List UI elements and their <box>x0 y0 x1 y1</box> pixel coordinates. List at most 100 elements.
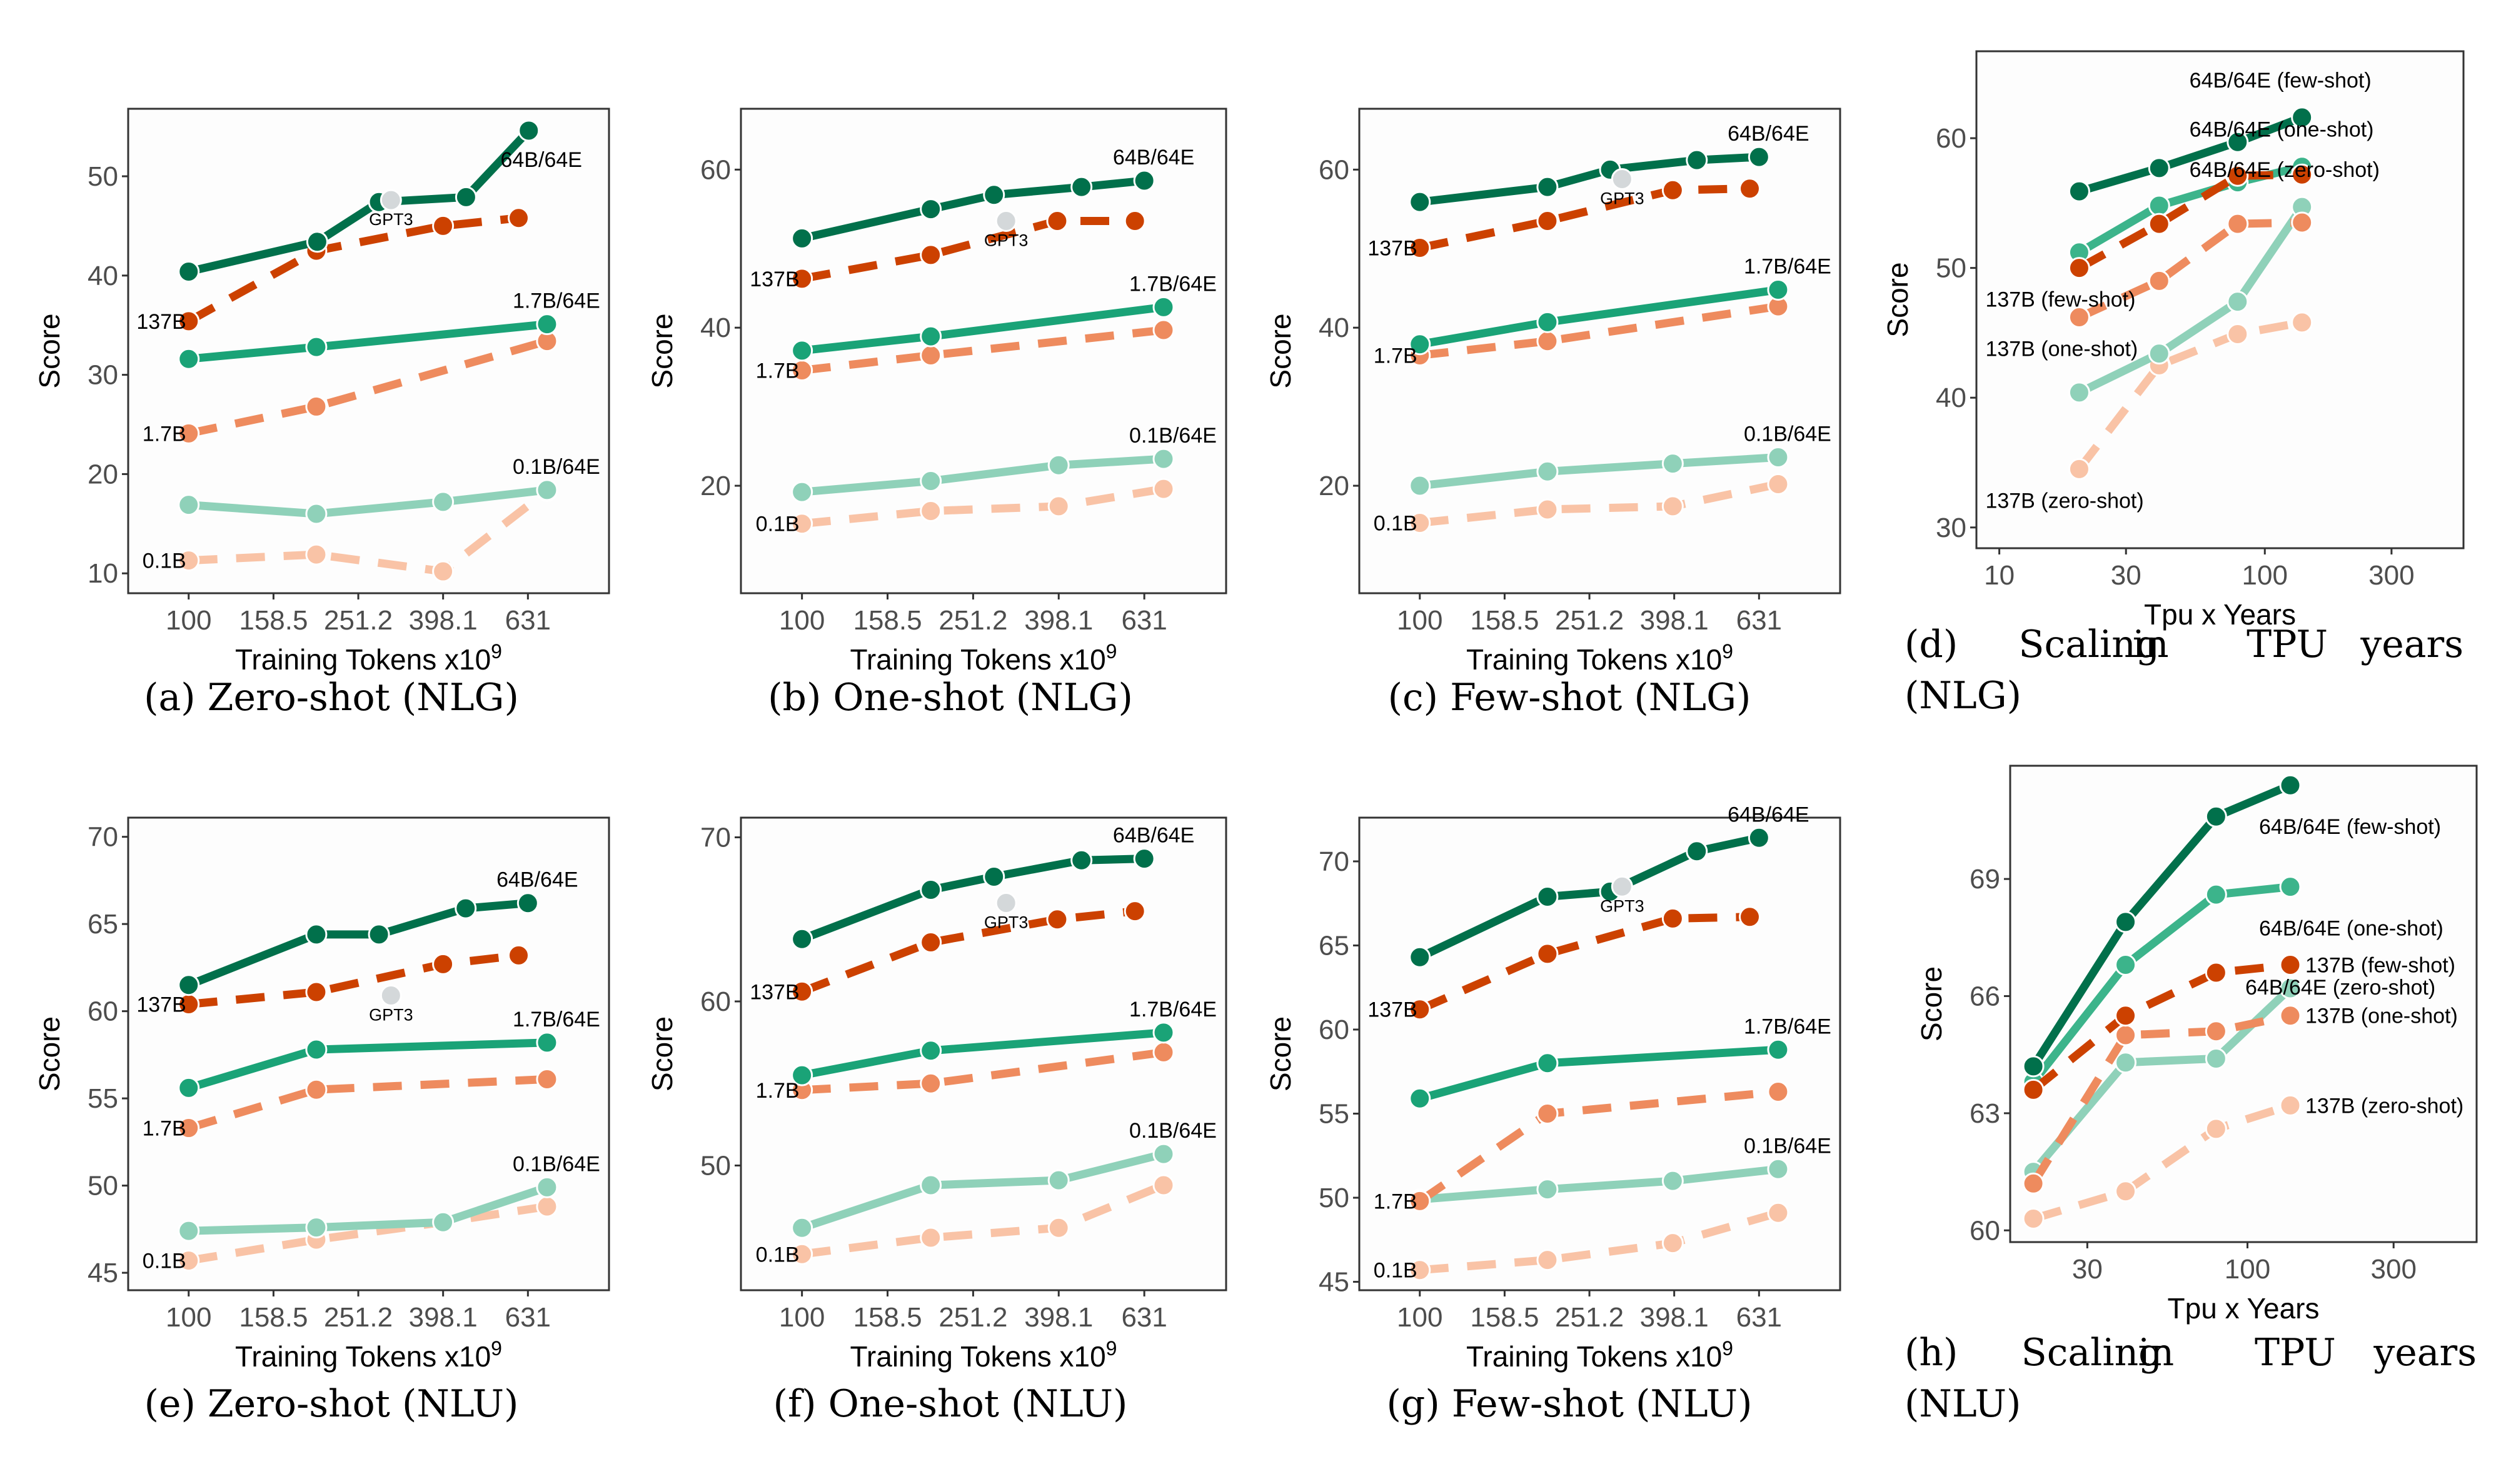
data-point <box>536 1176 558 1198</box>
x-tick-label: 398.1 <box>1640 605 1709 636</box>
x-tick-label: 300 <box>2371 1254 2417 1285</box>
y-tick-label: 55 <box>1319 1099 1349 1130</box>
y-tick-label: 60 <box>88 996 118 1027</box>
data-point <box>1686 840 1708 863</box>
series-label: 0.1B <box>756 1243 800 1266</box>
data-point <box>1409 511 1431 534</box>
x-tick-label: 631 <box>505 1302 551 1333</box>
data-point <box>1738 906 1761 928</box>
caption: (e) Zero-shot (NLU) <box>144 1382 519 1426</box>
data-point <box>368 923 390 946</box>
data-point <box>1409 946 1431 968</box>
series-line-137b <box>801 217 1135 283</box>
data-point <box>306 231 328 253</box>
x-axis-label-exponent: 9 <box>1722 640 1733 663</box>
data-point <box>920 244 942 266</box>
data-point <box>1536 1052 1559 1075</box>
series-line-0-1b-64e <box>1419 453 1779 490</box>
data-point <box>920 931 942 953</box>
data-point <box>2205 805 2227 828</box>
x-tick-label: 158.5 <box>239 1302 308 1333</box>
series-label: 64B/64E <box>1113 824 1194 848</box>
y-tick-label: 60 <box>700 986 731 1017</box>
gpt3-point <box>1611 875 1633 898</box>
data-point <box>2291 106 2313 129</box>
series-label: 64B/64E (few-shot) <box>2259 815 2441 839</box>
series-label: 64B/64E (one-shot) <box>2259 917 2443 941</box>
series-line-64b-64e-few-shot- <box>2030 781 2292 1069</box>
data-point <box>2279 1094 2302 1116</box>
data-point <box>432 1211 455 1233</box>
data-point <box>920 1226 942 1249</box>
data-point <box>2148 269 2170 292</box>
series-line-137b <box>186 214 520 325</box>
series-line-137b-zero-shot- <box>2032 1101 2292 1223</box>
y-tick-label: 66 <box>1970 981 2000 1012</box>
series-label: 0.1B <box>143 1250 186 1273</box>
data-point <box>2148 194 2170 217</box>
data-point <box>920 469 942 492</box>
data-point <box>791 481 813 503</box>
series-label: 0.1B/64E <box>1744 1134 1831 1158</box>
data-point <box>2205 961 2227 984</box>
series-line-0-1b <box>801 1181 1165 1258</box>
x-tick-label: 251.2 <box>939 605 1007 636</box>
data-point <box>1152 296 1175 318</box>
data-point <box>1767 1201 1789 1224</box>
series-label: 137B <box>1367 998 1417 1022</box>
series-label: 137B <box>136 310 186 334</box>
y-tick-label: 45 <box>88 1258 118 1288</box>
series-label: 0.1B <box>143 549 186 573</box>
x-axis-label-text: Training Tokens x10 <box>850 1340 1106 1373</box>
data-point <box>1152 1143 1175 1165</box>
data-point <box>791 1216 813 1239</box>
series-label: 64B/64E (zero-shot) <box>2245 976 2435 1000</box>
x-axis-label-text: Tpu x Years <box>2144 598 2296 631</box>
x-tick-label: 251.2 <box>1555 605 1624 636</box>
y-tick-label: 60 <box>1936 123 1966 154</box>
data-point <box>1409 237 1431 259</box>
data-point <box>2291 311 2313 334</box>
data-point <box>1536 176 1559 198</box>
series-label: 64B/64E <box>1728 122 1809 146</box>
plot-area <box>2009 765 2478 1243</box>
series-label: 1.7B <box>756 1079 800 1103</box>
series-line-1-7b <box>188 337 548 438</box>
x-tick-label: 631 <box>1736 1302 1782 1333</box>
y-axis-label: Score <box>646 1016 678 1091</box>
x-tick-label: 100 <box>166 605 211 636</box>
x-tick-label: 158.5 <box>853 605 922 636</box>
y-tick-label: 45 <box>1319 1267 1349 1298</box>
data-point <box>1047 454 1070 476</box>
x-tick-label: 398.1 <box>1640 1302 1709 1333</box>
x-axis-label-text: Training Tokens x10 <box>850 643 1106 676</box>
series-line-137b-zero-shot- <box>2076 318 2303 472</box>
data-point <box>2115 1005 2137 1027</box>
data-point <box>1536 1103 1559 1125</box>
x-tick-label: 398.1 <box>1024 605 1093 636</box>
x-tick-label: 158.5 <box>853 1302 922 1333</box>
data-point <box>305 981 328 1003</box>
data-point <box>536 479 558 501</box>
y-tick-label: 60 <box>700 154 731 185</box>
data-point <box>1686 149 1708 171</box>
series-label: 0.1B <box>1374 1259 1417 1283</box>
x-axis-label: Tpu x Years <box>2144 598 2296 631</box>
y-axis-label: Score <box>33 1016 66 1091</box>
data-point <box>2227 213 2249 235</box>
y-tick-label: 30 <box>1936 513 1966 543</box>
series-line-64b-64e-few-shot- <box>2078 113 2303 196</box>
series-label: 137B (zero-shot) <box>1985 489 2143 513</box>
x-tick-label: 251.2 <box>1555 1302 1624 1333</box>
series-line-64b-64e-one-shot- <box>2030 883 2291 1085</box>
plot-area <box>1975 50 2465 549</box>
data-point <box>1536 210 1559 233</box>
x-axis-label-exponent: 9 <box>1106 640 1117 663</box>
data-point <box>2279 954 2302 976</box>
data-point <box>1661 453 1684 475</box>
series-line-137b <box>800 907 1135 996</box>
series-label: 1.7B <box>143 422 186 446</box>
series-line-0-1b-64e <box>800 1150 1165 1232</box>
data-point <box>2227 164 2249 187</box>
x-tick-label: 251.2 <box>324 1302 393 1333</box>
